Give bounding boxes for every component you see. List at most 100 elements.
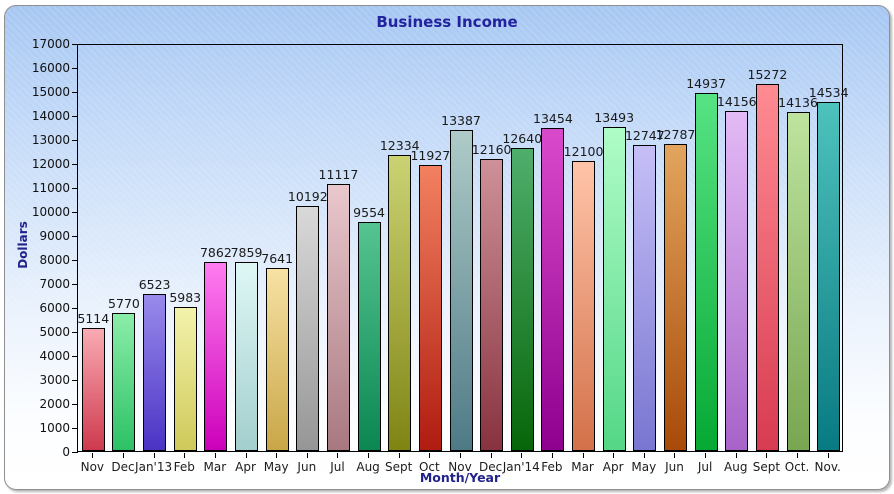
y-tick-label: 0 [62, 445, 70, 459]
y-tick-mark [72, 356, 78, 357]
bar-value-label: 7862 [199, 245, 232, 260]
x-tick-mark [490, 453, 492, 458]
x-tick-mark [674, 453, 676, 458]
bar-nov-0 [81, 328, 105, 451]
y-tick-mark [72, 140, 78, 141]
x-tick-mark [551, 453, 553, 458]
bar-apr-5 [235, 262, 259, 451]
y-tick-mark [72, 44, 78, 45]
x-tick-mark [827, 453, 829, 458]
bar-value-label: 13387 [441, 113, 481, 128]
x-tick-mark [643, 453, 645, 458]
y-tick-mark [72, 212, 78, 213]
x-tick-mark [582, 453, 584, 458]
x-tick-mark [153, 453, 155, 458]
bar-value-label: 5983 [169, 290, 202, 305]
y-tick-label: 15000 [31, 85, 70, 99]
bar-value-label: 12334 [379, 138, 420, 153]
bar-value-label: 14156 [716, 94, 757, 109]
y-tick-label: 16000 [31, 61, 70, 75]
bar-value-label: 14534 [808, 85, 849, 100]
bar-value-label: 13454 [533, 111, 573, 126]
y-tick-mark [72, 332, 78, 333]
bar-oct-11 [418, 165, 442, 451]
bar-oct-23 [786, 112, 810, 451]
bar-value-label: 12100 [563, 144, 604, 159]
x-tick-label: Mar [571, 460, 594, 474]
bar-apr-17 [602, 127, 626, 451]
bar-jan13-2 [143, 294, 167, 451]
x-tick-label: Jun [665, 460, 684, 474]
y-tick-label: 9000 [39, 229, 70, 243]
bar-nov-12 [449, 130, 473, 451]
y-tick-label: 10000 [31, 205, 70, 219]
bar-aug-9 [357, 222, 381, 451]
bar-value-label: 6523 [138, 277, 171, 292]
x-axis-title: Month/Year [419, 470, 501, 485]
bar-sept-22 [755, 84, 779, 451]
y-tick-label: 1000 [39, 421, 70, 435]
bar-sept-10 [388, 155, 412, 451]
y-tick-label: 4000 [39, 349, 70, 363]
y-tick-mark [72, 308, 78, 309]
x-tick-label: Sept [752, 460, 781, 474]
x-tick-label: May [263, 460, 289, 474]
x-tick-mark [368, 453, 370, 458]
x-tick-mark [613, 453, 615, 458]
x-tick-mark [306, 453, 308, 458]
x-tick-mark [276, 453, 278, 458]
x-tick-label: Aug [356, 460, 380, 474]
bar-value-label: 9554 [353, 205, 385, 220]
x-tick-label: Jan'13 [135, 460, 173, 474]
bar-value-label: 13493 [594, 110, 635, 125]
x-tick-mark [460, 453, 461, 458]
x-tick-mark [735, 453, 737, 458]
x-tick-label: Oct. [784, 460, 810, 474]
bar-value-label: 14937 [686, 76, 726, 91]
bar-value-label: 12787 [655, 127, 696, 142]
x-tick-mark [122, 453, 124, 458]
y-tick-label: 7000 [39, 277, 70, 291]
x-tick-mark [214, 453, 216, 458]
x-tick-label: Nov [448, 460, 472, 474]
bar-value-label: 5114 [77, 311, 110, 326]
x-tick-label: Nov. [814, 460, 841, 474]
bar-value-label: 12747 [624, 128, 665, 143]
bar-value-label: 10192 [287, 189, 328, 204]
y-tick-mark [72, 284, 78, 285]
bar-may-18 [633, 145, 657, 451]
bar-value-label: 14136 [778, 95, 818, 110]
x-tick-mark [797, 453, 799, 458]
x-tick-label: Jul [330, 460, 345, 474]
x-tick-label: Dec [479, 460, 503, 474]
bar-value-label: 11117 [318, 167, 359, 182]
bar-jan14-14 [510, 148, 534, 451]
x-tick-mark [766, 453, 768, 458]
x-tick-mark [398, 453, 400, 458]
y-tick-mark [72, 68, 78, 69]
y-tick-mark [72, 452, 78, 453]
x-tick-mark [429, 453, 431, 458]
bar-value-label: 11927 [410, 148, 451, 163]
y-tick-label: 12000 [31, 157, 70, 171]
x-tick-mark [521, 453, 523, 458]
x-tick-mark [92, 453, 94, 458]
bar-jun-7 [296, 206, 320, 451]
x-tick-label: Jan'14 [502, 460, 540, 474]
x-tick-label: Apr [235, 460, 256, 474]
y-tick-mark [72, 164, 78, 165]
x-tick-mark [245, 453, 247, 458]
bar-feb-3 [173, 307, 197, 451]
bar-jul-20 [694, 93, 718, 451]
x-tick-label: Oct [418, 460, 440, 474]
bar-dec-13 [480, 159, 504, 451]
y-tick-mark [72, 428, 78, 429]
y-tick-label: 6000 [39, 301, 70, 315]
y-tick-mark [72, 236, 78, 237]
y-tick-mark [72, 188, 78, 189]
y-tick-label: 3000 [39, 373, 70, 387]
bar-value-label: 5770 [108, 296, 140, 311]
y-tick-label: 11000 [31, 181, 70, 195]
plot-area: 5114 5770 6523 5983 7862 7859 7641 10192 11117 95… [77, 44, 849, 452]
y-tick-label: 17000 [31, 37, 70, 51]
